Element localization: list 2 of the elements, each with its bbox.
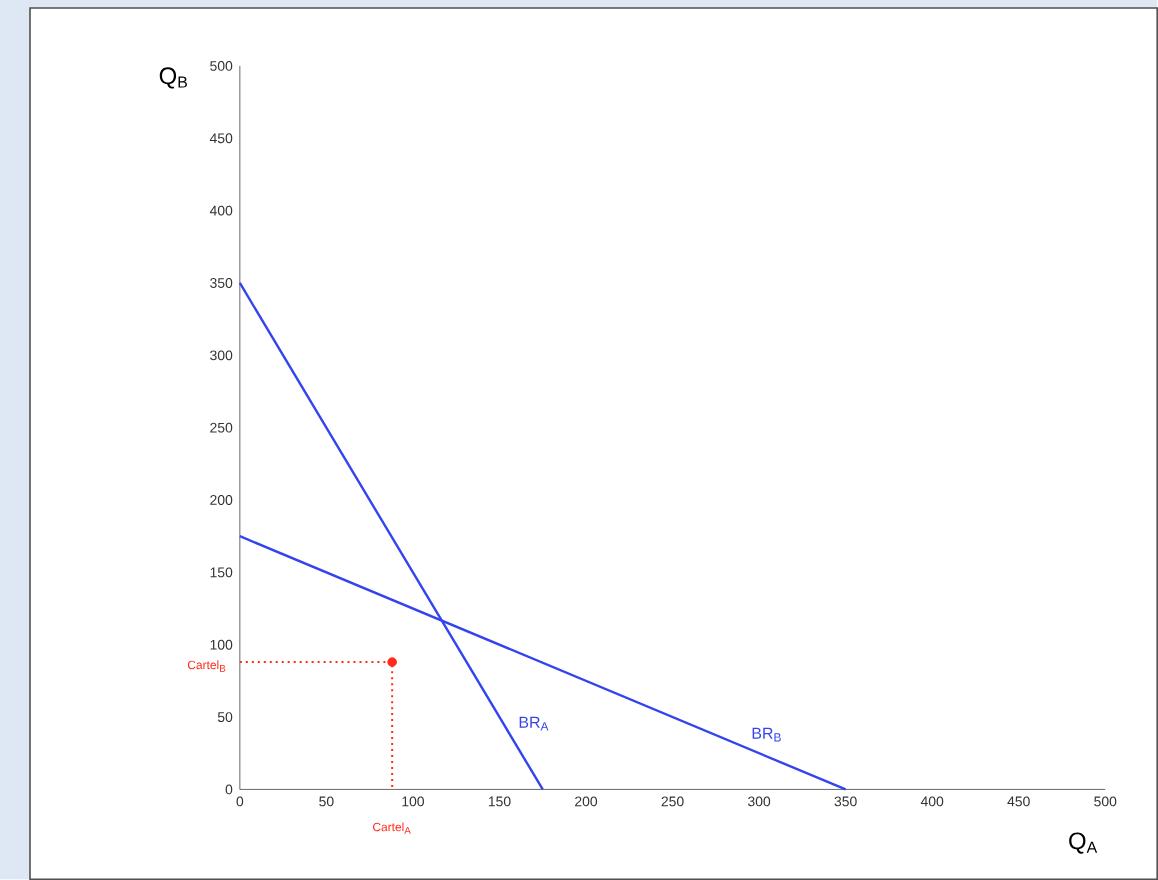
x-axis-title: Q$_{A}$ (1069, 832, 1098, 854)
y-axis-title: Q$_{B}$ (159, 67, 187, 89)
